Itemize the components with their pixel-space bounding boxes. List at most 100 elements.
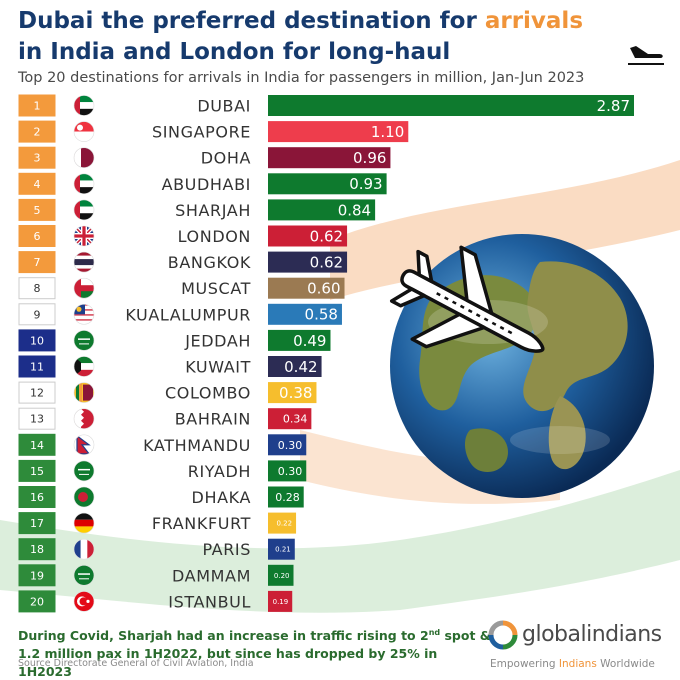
rank-badge bbox=[18, 277, 56, 300]
data-label: 0.22 bbox=[276, 520, 292, 528]
data-label: 1.10 bbox=[371, 123, 404, 141]
bar bbox=[268, 590, 293, 612]
rank-label: 4 bbox=[34, 178, 41, 191]
rank-badge bbox=[18, 120, 56, 143]
globalindians-logo: globalindians bbox=[488, 620, 668, 654]
category-label: FRANKFURT bbox=[152, 514, 251, 533]
rank-badge bbox=[18, 303, 56, 326]
singapore-flag bbox=[74, 121, 94, 142]
saudi-flag bbox=[74, 330, 94, 351]
footnote-sup: nd bbox=[428, 628, 441, 637]
saudi-flag bbox=[74, 565, 94, 586]
rank-badge bbox=[18, 381, 56, 404]
rank-badge bbox=[18, 329, 56, 352]
rank-label: 2 bbox=[34, 126, 41, 139]
data-label: 2.87 bbox=[597, 97, 630, 115]
rank-label: 13 bbox=[30, 413, 44, 426]
rank-badge bbox=[18, 459, 56, 482]
rank-badge bbox=[18, 486, 56, 508]
uk-flag bbox=[74, 226, 94, 246]
bar-row: 19 DAMMAM 0.20 bbox=[18, 564, 294, 587]
bar bbox=[268, 95, 634, 116]
bar-row: 14 KATHMANDU 0.30 bbox=[18, 433, 307, 456]
rank-badge bbox=[18, 355, 56, 378]
rank-label: 14 bbox=[30, 439, 44, 452]
bar bbox=[268, 329, 331, 351]
sri-lanka-flag bbox=[74, 382, 94, 403]
bar bbox=[268, 408, 312, 430]
category-label: KATHMANDU bbox=[143, 436, 251, 455]
green-stripe bbox=[0, 470, 680, 613]
data-label: 0.30 bbox=[278, 465, 303, 478]
bar-row: 1 DUBAI 2.87 bbox=[18, 94, 634, 117]
bangladesh-flag bbox=[74, 487, 94, 507]
data-label: 0.49 bbox=[293, 332, 326, 350]
uae-flag bbox=[74, 95, 94, 116]
rank-badge bbox=[18, 225, 56, 247]
germany-flag bbox=[74, 513, 94, 534]
data-label: 0.34 bbox=[283, 413, 308, 426]
title-line2: in India and London for long-haul bbox=[18, 39, 451, 65]
chart-title: Dubai the preferred destination for arri… bbox=[18, 6, 618, 68]
rank-badge bbox=[18, 198, 56, 221]
bar bbox=[268, 277, 345, 299]
data-label: 0.21 bbox=[275, 546, 291, 554]
logo-tagline: Empowering Indians Worldwide bbox=[490, 658, 655, 670]
rank-label: 19 bbox=[30, 569, 44, 582]
category-label: BAHRAIN bbox=[175, 410, 251, 429]
data-label: 0.20 bbox=[274, 572, 290, 580]
bar-row: 8 MUSCAT 0.60 bbox=[18, 277, 345, 300]
category-label: KUALALUMPUR bbox=[125, 305, 251, 324]
rank-label: 18 bbox=[30, 543, 44, 556]
category-label: SINGAPORE bbox=[152, 123, 251, 142]
uae-flag bbox=[74, 173, 94, 194]
category-label: DAMMAM bbox=[172, 566, 251, 585]
bar bbox=[268, 512, 297, 534]
category-label: PARIS bbox=[202, 540, 251, 559]
bar-row: 5 SHARJAH 0.84 bbox=[18, 198, 376, 221]
category-label: DHAKA bbox=[192, 488, 251, 507]
rank-label: 20 bbox=[30, 595, 44, 608]
category-label: MUSCAT bbox=[181, 279, 251, 298]
rank-badge bbox=[18, 590, 56, 613]
plane-landing-icon bbox=[628, 46, 664, 65]
bar-row: 13 BAHRAIN 0.34 bbox=[18, 407, 312, 430]
bar-row: 15 RIYADH 0.30 bbox=[18, 459, 307, 482]
rank-badge bbox=[18, 512, 56, 535]
rank-badge bbox=[18, 564, 56, 587]
rank-label: 7 bbox=[34, 256, 41, 269]
rank-label: 5 bbox=[34, 204, 41, 217]
rank-label: 6 bbox=[34, 230, 41, 243]
rank-badge bbox=[18, 251, 56, 274]
bar bbox=[268, 225, 348, 247]
bar-row: 4 ABUDHABI 0.93 bbox=[18, 172, 387, 195]
footnote-part1: During Covid, Sharjah had an increase in… bbox=[18, 628, 429, 644]
uae-flag bbox=[74, 199, 94, 220]
bar bbox=[268, 538, 295, 560]
bar-row: 10 JEDDAH 0.49 bbox=[18, 329, 331, 352]
rank-label: 12 bbox=[30, 387, 44, 400]
data-label: 0.60 bbox=[307, 280, 340, 298]
category-label: SHARJAH bbox=[175, 201, 251, 220]
category-label: KUWAIT bbox=[185, 358, 251, 377]
rank-badge bbox=[18, 433, 56, 456]
chart-subtitle: Top 20 destinations for arrivals in Indi… bbox=[18, 70, 585, 86]
saudi-flag bbox=[74, 460, 94, 481]
bar-row: 12 COLOMBO 0.38 bbox=[18, 381, 317, 404]
data-label: 0.62 bbox=[310, 227, 343, 245]
rank-badge bbox=[18, 538, 56, 561]
rank-badge bbox=[18, 146, 56, 169]
malaysia-flag bbox=[74, 304, 94, 324]
bar bbox=[268, 382, 317, 404]
data-label: 0.58 bbox=[305, 306, 338, 324]
bar-row: 6 LONDON 0.62 bbox=[18, 225, 348, 247]
rank-badge bbox=[18, 407, 56, 430]
bar-row: 11 KUWAIT 0.42 bbox=[18, 355, 322, 378]
bar-chart: 1 DUBAI 2.87 2 SINGAPORE 1.10 3 DOHA 0.96 4 ABUDHA… bbox=[18, 94, 634, 613]
bar bbox=[268, 303, 342, 325]
logo-text: globalindians bbox=[522, 622, 662, 647]
footnote: During Covid, Sharjah had an increase in… bbox=[18, 624, 493, 680]
tagline-highlight: Indians bbox=[558, 658, 597, 670]
rank-label: 16 bbox=[30, 491, 44, 504]
title-highlight: arrivals bbox=[484, 8, 584, 34]
